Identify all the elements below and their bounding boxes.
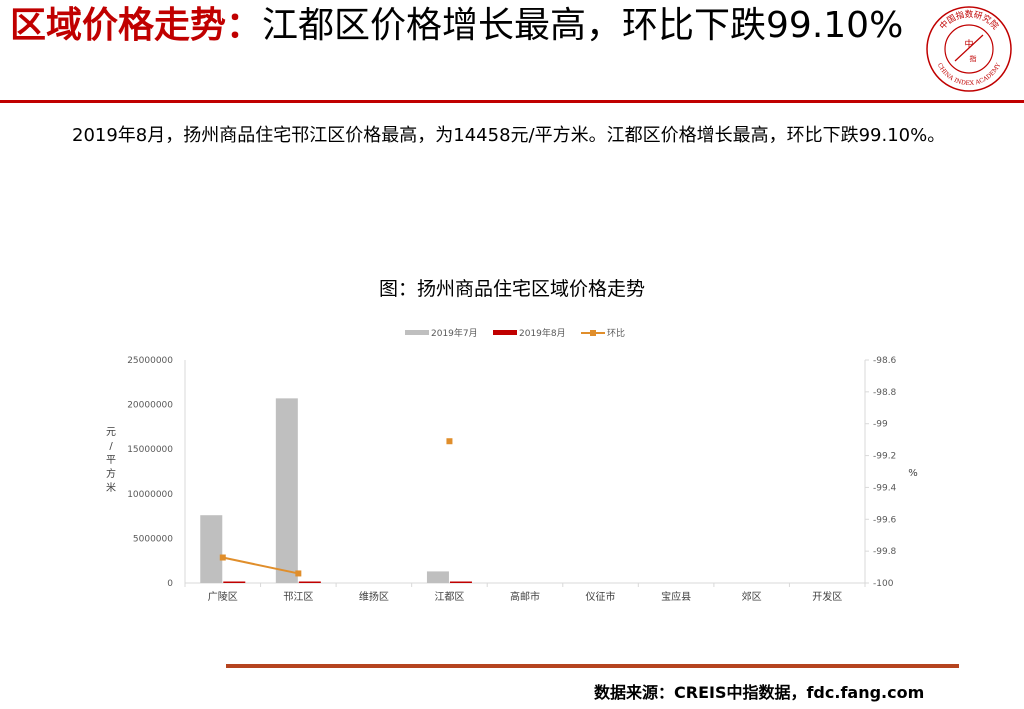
x-tick-label: 开发区 [812,590,842,603]
page-title: 区域价格走势：江都区价格增长最高，环比下跌99.10% [10,4,910,48]
y-right-tick-label: -99.8 [873,547,897,557]
y-left-tick-label: 0 [167,579,173,589]
y-left-axis-label-char: 平 [106,455,116,466]
line-segment-环比 [222,556,299,575]
china-index-academy-logo: 中国指数研究院 CHINA INDEX ACADEMY 中 指 [925,5,1013,93]
y-left-axis-label-char: 方 [106,467,116,480]
y-right-tick-label: -99.6 [873,515,897,525]
line-point-环比-邗江区 [295,570,302,577]
y-right-tick-label: -99.2 [873,452,896,462]
x-tick-label: 宝应县 [661,590,691,603]
legend-swatch-2019年8月 [493,330,517,335]
bar-2019年8月-广陵区 [223,581,246,583]
body-text: 2019年8月，扬州商品住宅邗江区价格最高，为14458元/平方米。江都区价格增… [72,125,946,146]
x-tick-label: 郊区 [742,590,762,603]
y-left-tick-label: 20000000 [127,401,173,411]
line-point-环比-广陵区 [219,554,226,561]
header-divider [0,100,1024,103]
legend-swatch-2019年7月 [405,330,429,335]
y-left-axis-label-char: / [109,441,113,452]
logo-center-bottom: 指 [970,54,977,63]
bar-2019年8月-江都区 [449,581,472,583]
y-left-tick-label: 5000000 [133,534,173,544]
legend-label-2019年8月: 2019年8月 [519,327,566,339]
data-source: 数据来源：CREIS中指数据，fdc.fang.com [594,683,925,702]
y-left-axis-label-char: 米 [106,481,116,494]
y-left-tick-label: 15000000 [127,445,173,455]
x-tick-label: 广陵区 [208,591,238,603]
x-tick-label: 维扬区 [359,590,389,603]
price-trend-chart: 0 5000000 10000000 15000000 20000000 25000000… [95,320,935,624]
x-tick-label: 邗江区 [283,591,313,603]
footer-divider [226,664,959,668]
x-tick-label: 仪征市 [586,590,616,603]
bar-2019年8月-邗江区 [298,581,321,583]
y-left-tick-label: 10000000 [127,490,173,500]
bar-2019年7月-江都区 [426,571,449,583]
chart-svg: 0 5000000 10000000 15000000 20000000 25000000… [106,327,918,603]
bar-2019年7月-广陵区 [200,515,223,583]
x-tick-label: 高邮市 [510,590,540,603]
page-title-accent: 区域价格走势： [10,5,263,46]
y-right-axis-label: % [908,468,918,479]
line-point-环比-江都区 [446,438,453,445]
y-right-tick-label: -99 [873,420,888,430]
logo-center-top: 中 [964,38,973,50]
legend-label-2019年7月: 2019年7月 [431,327,478,339]
y-left-axis-label-char: 元 [106,427,116,438]
y-left-tick-label: 25000000 [127,356,173,366]
legend-swatch-marker-环比 [590,330,596,336]
x-tick-label: 江都区 [434,591,464,603]
y-right-tick-label: -98.8 [873,388,897,398]
y-right-tick-label: -98.6 [873,356,897,366]
y-right-tick-label: -99.4 [873,483,897,493]
legend-label-环比: 环比 [607,327,625,339]
y-right-tick-label: -100 [873,579,894,589]
chart-title: 图：扬州商品住宅区域价格走势 [378,278,645,300]
page-title-rest: 江都区价格增长最高，环比下跌99.10% [262,5,904,46]
bar-2019年7月-邗江区 [275,398,298,583]
